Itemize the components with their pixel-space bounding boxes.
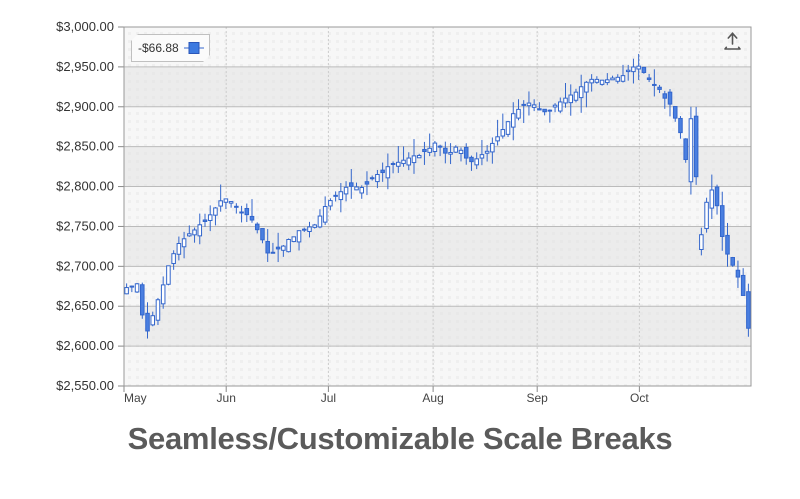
svg-text:Jul: Jul — [321, 391, 336, 405]
svg-text:May: May — [124, 391, 147, 405]
svg-text:$2,550.00: $2,550.00 — [56, 378, 114, 393]
svg-text:Sep: Sep — [527, 391, 549, 405]
svg-text:Jun: Jun — [217, 391, 236, 405]
svg-text:$2,800.00: $2,800.00 — [56, 179, 114, 194]
svg-text:$3,000.00: $3,000.00 — [56, 19, 114, 34]
svg-text:$2,650.00: $2,650.00 — [56, 298, 114, 313]
svg-text:$2,950.00: $2,950.00 — [56, 59, 114, 74]
svg-text:$2,900.00: $2,900.00 — [56, 99, 114, 114]
svg-text:$2,600.00: $2,600.00 — [56, 338, 114, 353]
svg-text:$2,750.00: $2,750.00 — [56, 218, 114, 233]
svg-text:Oct: Oct — [630, 391, 649, 405]
svg-text:Aug: Aug — [422, 391, 443, 405]
svg-text:$2,850.00: $2,850.00 — [56, 139, 114, 154]
svg-text:$2,700.00: $2,700.00 — [56, 258, 114, 273]
